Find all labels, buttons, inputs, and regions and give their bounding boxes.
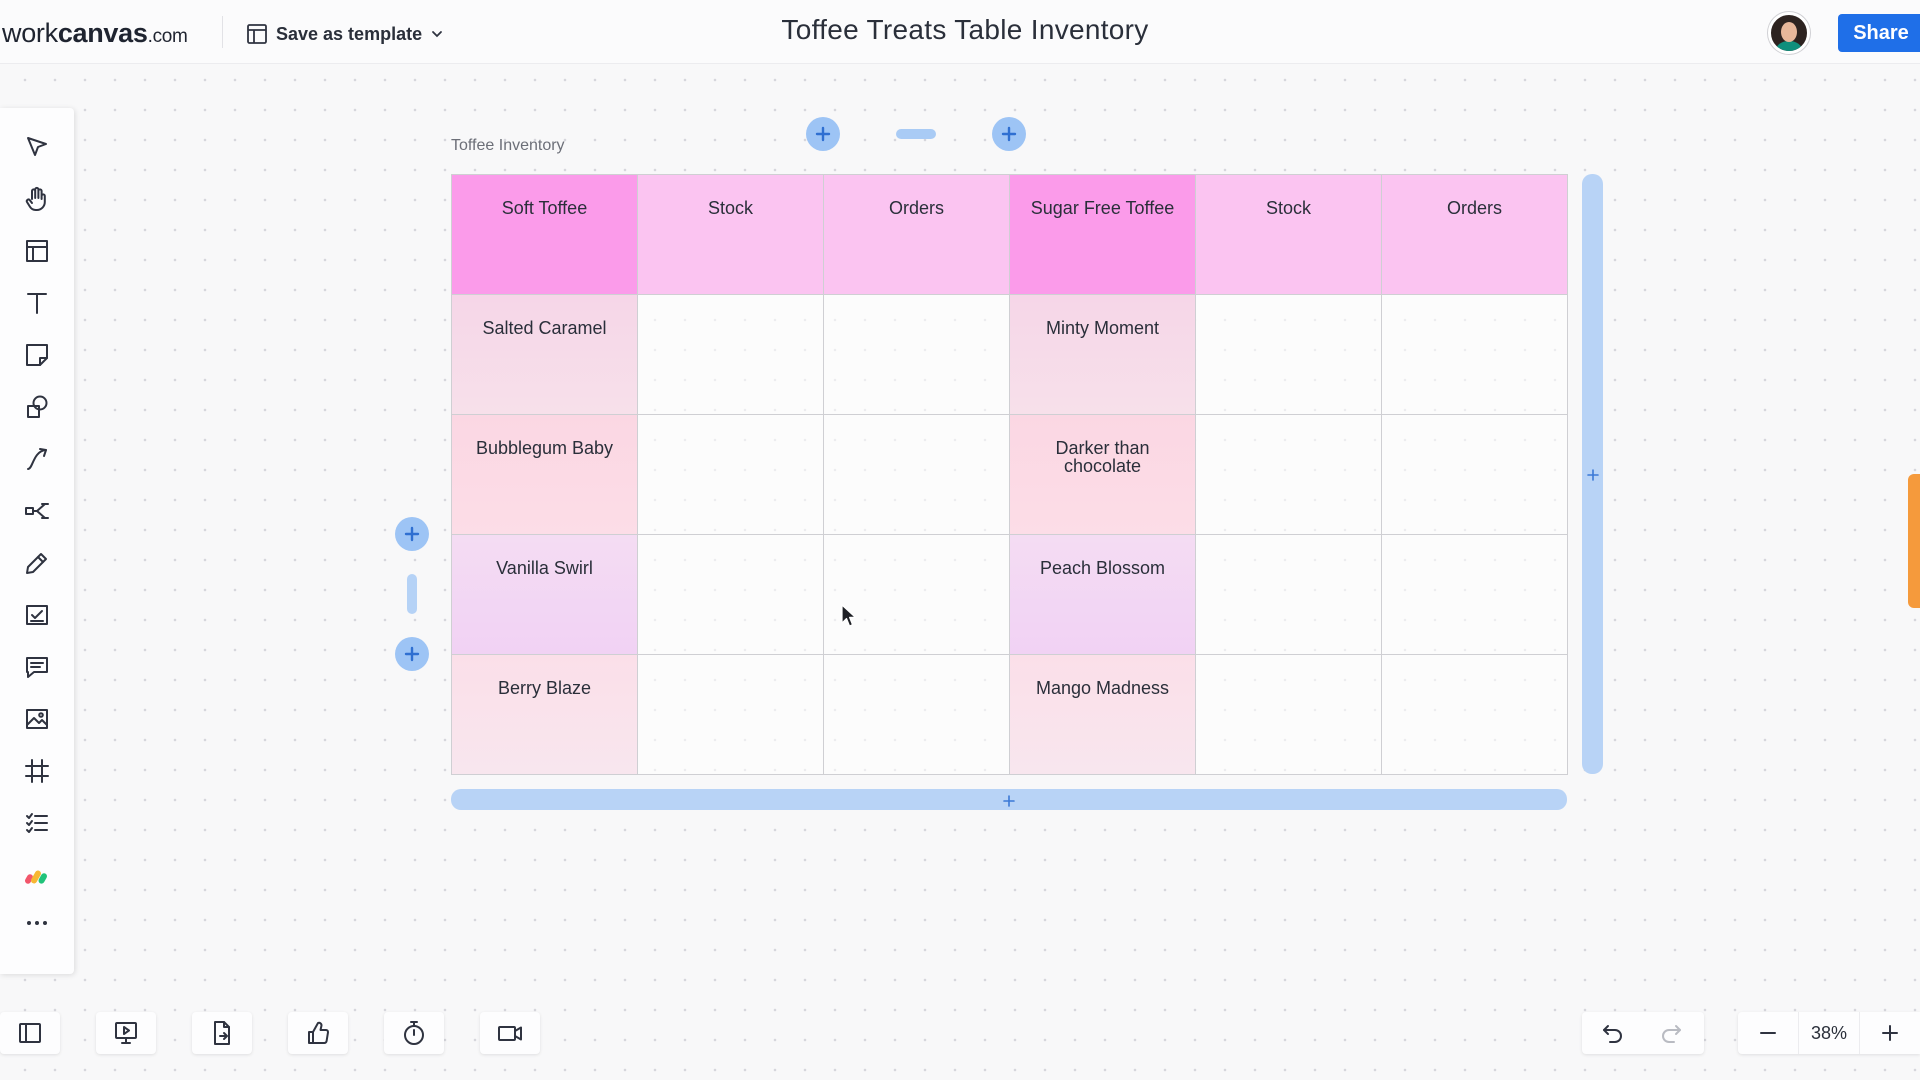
shapes-icon[interactable] [19, 389, 55, 425]
vote-button[interactable] [288, 1012, 348, 1054]
timer-button[interactable] [384, 1012, 444, 1054]
undo-button[interactable] [1582, 1012, 1642, 1054]
table-cell[interactable] [824, 535, 1010, 655]
table-cell[interactable] [1382, 415, 1568, 535]
add-row-button[interactable] [395, 517, 429, 551]
export-icon [214, 1021, 230, 1045]
table-header-cell[interactable]: Stock [1196, 175, 1382, 295]
add-row-bar[interactable] [451, 789, 1567, 810]
history-controls [1582, 1012, 1704, 1054]
table-cell[interactable]: Mango Madness [1010, 655, 1196, 775]
share-button[interactable]: Share [1838, 14, 1920, 52]
table-cell[interactable] [638, 535, 824, 655]
column-drag-handle[interactable] [896, 129, 936, 139]
video-camera-icon [498, 1026, 522, 1041]
table-cell[interactable] [1196, 535, 1382, 655]
save-as-template-button[interactable]: Save as template [246, 20, 444, 48]
connector-icon[interactable] [19, 441, 55, 477]
template-icon [247, 24, 267, 44]
hand-icon[interactable] [19, 181, 55, 217]
inventory-table: Soft Toffee Stock Orders Sugar Free Toff… [451, 174, 1568, 775]
table-cell[interactable]: Berry Blaze [452, 655, 638, 775]
plus-icon [1003, 794, 1015, 807]
save-as-template-label: Save as template [276, 23, 423, 44]
table-cell[interactable] [824, 655, 1010, 775]
table-cell[interactable] [1382, 295, 1568, 415]
table-header-cell[interactable]: Stock [638, 175, 824, 295]
zoom-level[interactable]: 38% [1798, 1012, 1860, 1054]
add-column-bar[interactable] [1582, 174, 1603, 774]
plus-icon [1001, 126, 1017, 142]
zoom-controls: 38% [1738, 1012, 1920, 1054]
table-cell[interactable] [638, 295, 824, 415]
row-drag-handle[interactable] [407, 574, 417, 614]
export-button[interactable] [192, 1012, 252, 1054]
zoom-out-button[interactable] [1738, 1012, 1798, 1054]
table-cell[interactable]: Minty Moment [1010, 295, 1196, 415]
checklist-icon[interactable] [19, 805, 55, 841]
add-column-button[interactable] [806, 117, 840, 151]
redo-icon [1662, 1025, 1681, 1043]
video-call-button[interactable] [480, 1012, 540, 1054]
table-cell[interactable]: Salted Caramel [452, 295, 638, 415]
table-header-cell[interactable]: Orders [824, 175, 1010, 295]
timer-icon [404, 1021, 424, 1045]
table-cell[interactable]: Bubblegum Baby [452, 415, 638, 535]
table-cell[interactable]: Vanilla Swirl [452, 535, 638, 655]
workcanvas-logo[interactable]: workcanvas.com [2, 18, 188, 48]
table-cell[interactable] [1196, 295, 1382, 415]
mind-map-icon[interactable] [19, 493, 55, 529]
top-bar: workcanvas.com Save as template Toffee T… [0, 0, 1920, 64]
frame-icon[interactable] [19, 233, 55, 269]
frame-label[interactable]: Toffee Inventory [451, 137, 565, 154]
presentation-icon [115, 1022, 137, 1044]
text-icon[interactable] [19, 285, 55, 321]
sidebar-toggle-button[interactable] [0, 1012, 60, 1054]
table-cell[interactable]: Peach Blossom [1010, 535, 1196, 655]
board-title[interactable]: Toffee Treats Table Inventory [781, 14, 1149, 45]
table-header-cell[interactable]: Orders [1382, 175, 1568, 295]
undo-icon [1603, 1025, 1622, 1043]
pen-icon[interactable] [19, 545, 55, 581]
table-cell[interactable] [824, 295, 1010, 415]
table-cell[interactable] [638, 415, 824, 535]
grid-icon[interactable] [19, 753, 55, 789]
plus-icon [404, 646, 420, 662]
table-cell[interactable] [1382, 655, 1568, 775]
chevron-down-icon [432, 31, 442, 38]
table-cell[interactable] [824, 415, 1010, 535]
sticky-note-icon[interactable] [19, 337, 55, 373]
table-cell[interactable] [1382, 535, 1568, 655]
mouse-cursor-icon [841, 604, 857, 627]
more-icon[interactable] [19, 905, 55, 941]
user-avatar[interactable] [1768, 12, 1810, 54]
task-icon[interactable] [19, 597, 55, 633]
table-cell[interactable]: Darker than chocolate [1010, 415, 1196, 535]
table-header-cell[interactable]: Sugar Free Toffee [1010, 175, 1196, 295]
present-button[interactable] [96, 1012, 156, 1054]
image-icon[interactable] [19, 701, 55, 737]
plus-icon [404, 526, 420, 542]
add-row-button[interactable] [395, 637, 429, 671]
redo-button[interactable] [1642, 1012, 1702, 1054]
plus-icon [1587, 468, 1599, 481]
left-toolbar [0, 108, 74, 974]
apps-icon[interactable] [19, 857, 55, 893]
thumbs-up-icon [308, 1021, 329, 1044]
side-panel-tab[interactable] [1908, 474, 1920, 608]
table-cell[interactable] [1196, 415, 1382, 535]
plus-icon [1882, 1025, 1898, 1041]
comment-icon[interactable] [19, 649, 55, 685]
select-icon[interactable] [19, 129, 55, 165]
table-cell[interactable] [1196, 655, 1382, 775]
table-cell[interactable] [638, 655, 824, 775]
plus-icon [815, 126, 831, 142]
zoom-in-button[interactable] [1860, 1012, 1920, 1054]
divider [222, 16, 223, 48]
table-header-cell[interactable]: Soft Toffee [452, 175, 638, 295]
minus-icon [1760, 1032, 1776, 1034]
sidebar-icon [19, 1023, 41, 1043]
add-column-button[interactable] [992, 117, 1026, 151]
